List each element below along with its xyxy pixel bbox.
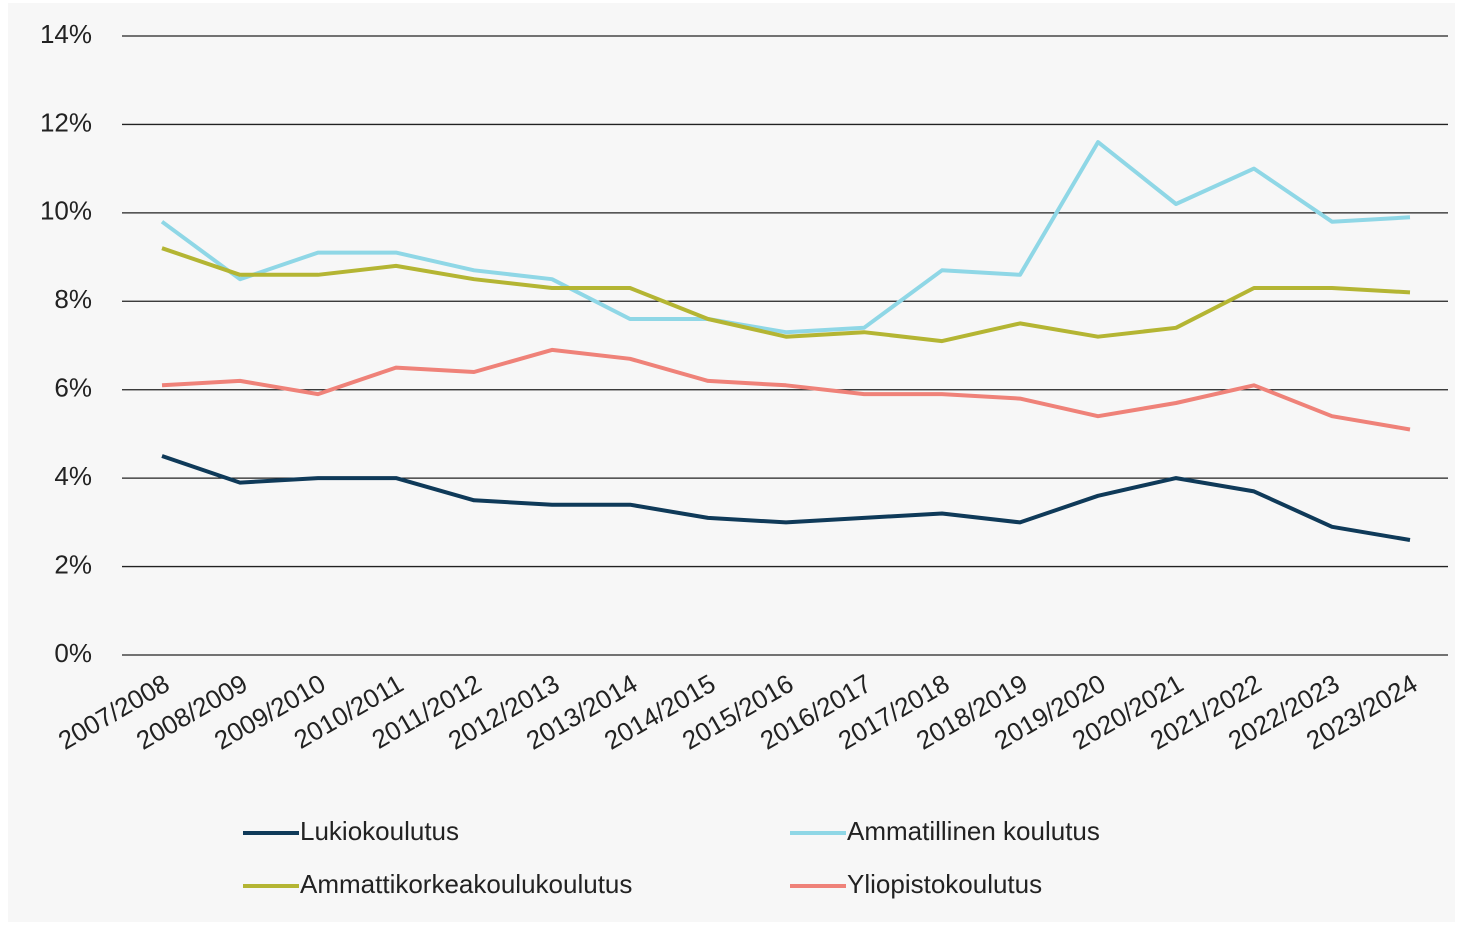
chart-background bbox=[8, 3, 1455, 922]
y-tick-label: 14% bbox=[40, 19, 92, 49]
legend-label: Ammatillinen koulutus bbox=[847, 816, 1100, 846]
series-line bbox=[161, 246, 1411, 344]
y-tick-label: 4% bbox=[54, 461, 92, 491]
legend-label: Ammattikorkeakoulukoulutus bbox=[300, 869, 632, 899]
y-tick-label: 2% bbox=[54, 549, 92, 579]
series-line bbox=[161, 454, 1411, 542]
y-tick-label: 6% bbox=[54, 373, 92, 403]
y-tick-label: 8% bbox=[54, 284, 92, 314]
y-tick-label: 0% bbox=[54, 638, 92, 668]
series-line bbox=[161, 347, 1411, 432]
legend-label: Yliopistokoulutus bbox=[847, 869, 1042, 899]
y-tick-label: 12% bbox=[40, 107, 92, 137]
y-tick-label: 10% bbox=[40, 196, 92, 226]
legend-label: Lukiokoulutus bbox=[300, 816, 459, 846]
series-line bbox=[160, 140, 1411, 335]
